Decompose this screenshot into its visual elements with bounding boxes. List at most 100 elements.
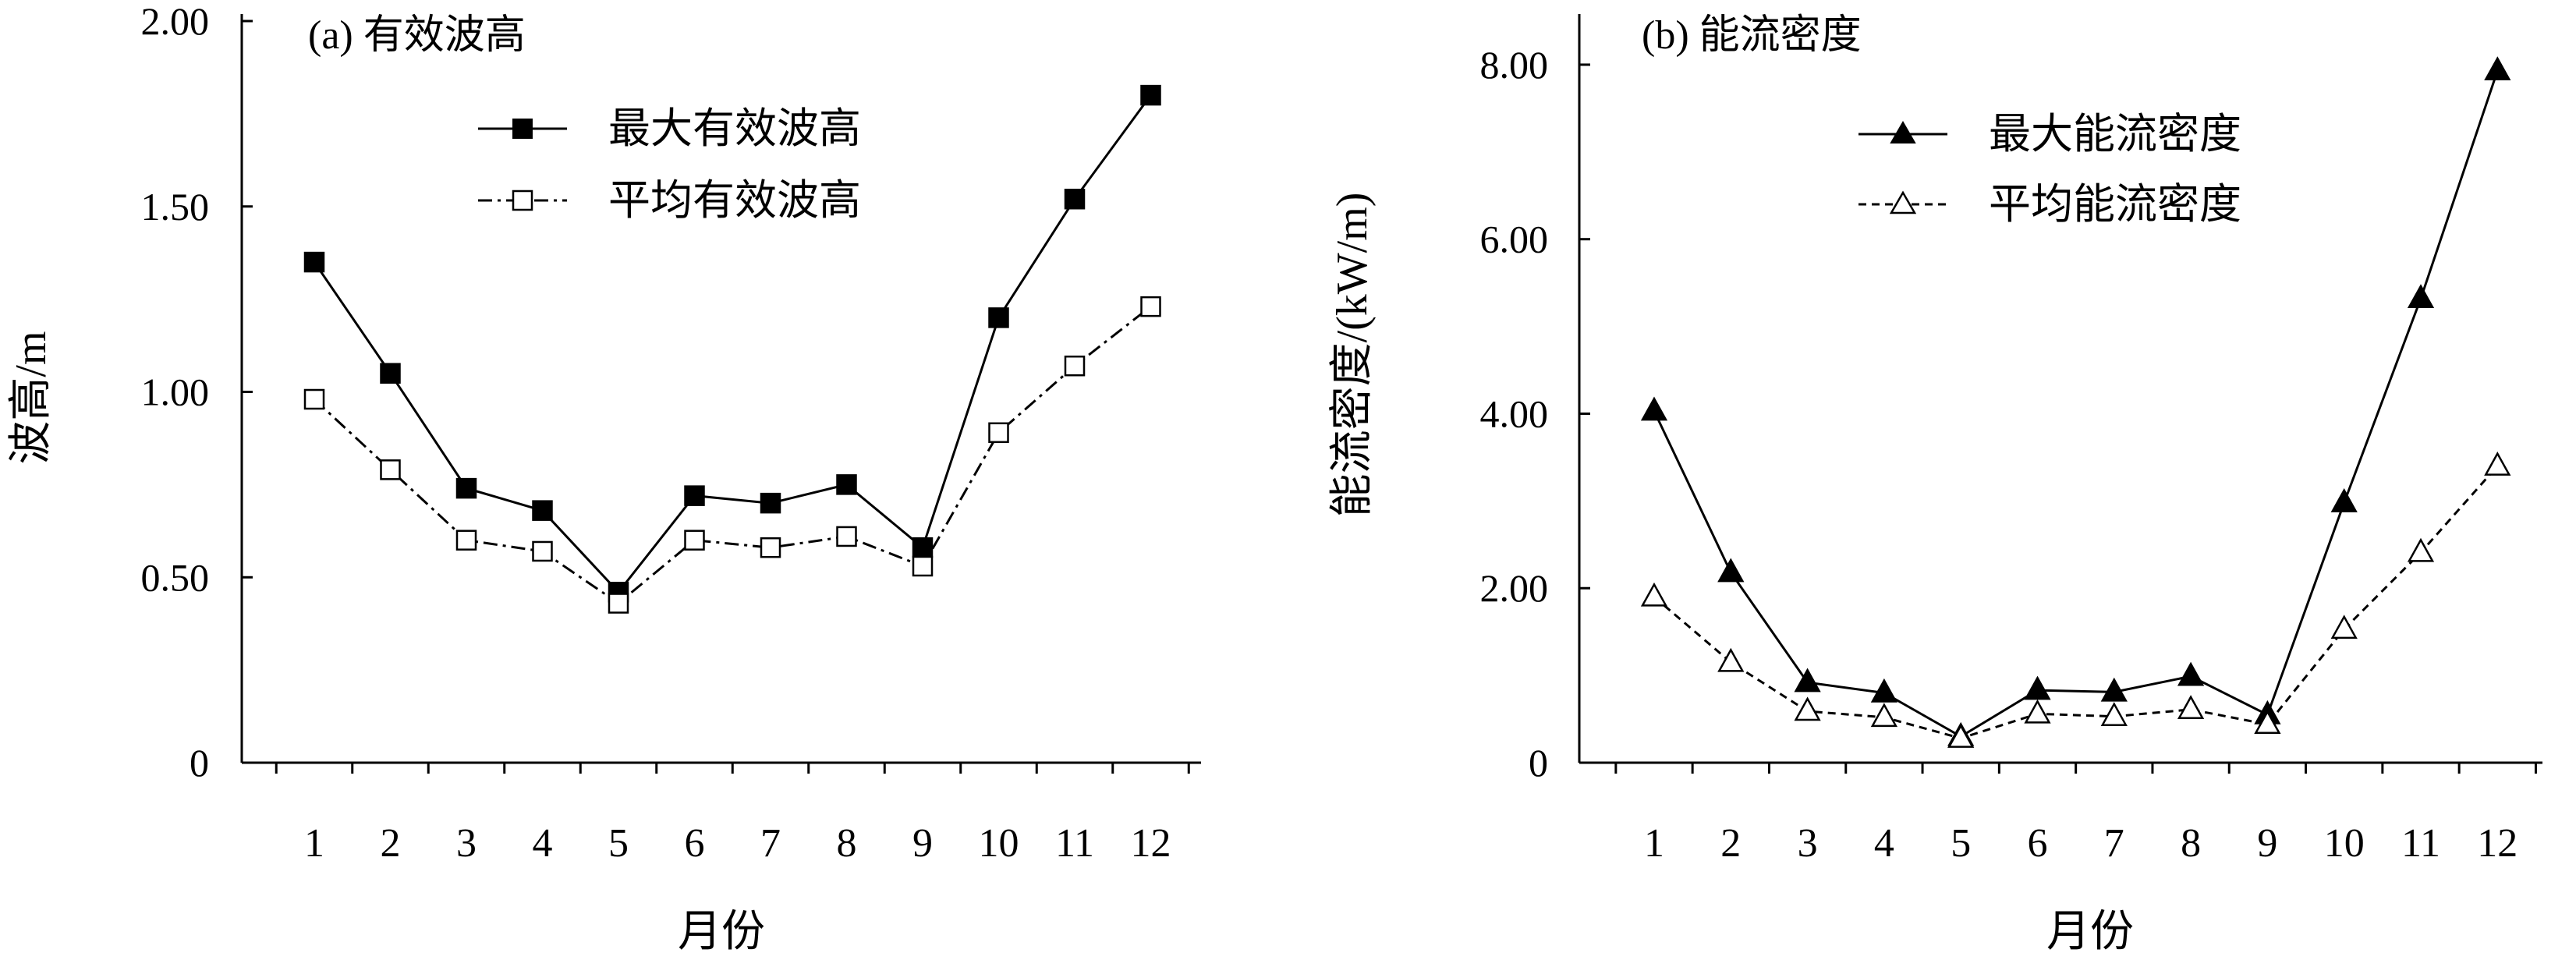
panel-a-y-tick-label: 0 bbox=[190, 741, 209, 785]
panel-b-x-tick-label: 8 bbox=[2181, 821, 2201, 866]
panel-b-point-avg-energy-flux bbox=[2177, 695, 2205, 720]
panel-b-series-line-avg-energy-flux bbox=[1653, 465, 2499, 740]
panel-a-point-avg-wave-height bbox=[684, 530, 705, 551]
panel-a-x-tick-label: 6 bbox=[685, 821, 705, 866]
panel-a-x-tick-label: 9 bbox=[912, 821, 933, 866]
legend-label-max-wave-height: 最大有效波高 bbox=[608, 105, 861, 152]
panel-a-point-max-wave-height bbox=[380, 363, 401, 384]
panel-a-title: (a) 有效波高 bbox=[308, 13, 526, 58]
panel-a-y-axis-label: 波高/m bbox=[7, 331, 55, 464]
panel-a-point-avg-wave-height bbox=[836, 526, 857, 547]
panel-a-x-tick-label: 1 bbox=[304, 821, 324, 866]
panel-a-point-avg-wave-height bbox=[1064, 355, 1086, 377]
panel-b-point-avg-energy-flux bbox=[2254, 710, 2281, 735]
panel-b-point-max-energy-flux bbox=[1640, 396, 1668, 421]
legend-marker-max-energy-flux bbox=[1890, 120, 1916, 143]
panel-a-point-max-wave-height bbox=[1140, 84, 1161, 106]
panel-a-x-tick-label: 11 bbox=[1055, 821, 1094, 866]
panel-a-x-tick-label: 8 bbox=[837, 821, 857, 866]
panel-a-point-max-wave-height bbox=[760, 492, 781, 514]
panel-a-point-max-wave-height bbox=[684, 485, 705, 506]
panel-a-point-avg-wave-height bbox=[1140, 296, 1161, 317]
panel-b-x-axis-label: 月份 bbox=[2046, 908, 2134, 956]
panel-a-point-avg-wave-height bbox=[608, 593, 629, 614]
panel-a-point-max-wave-height bbox=[303, 251, 325, 273]
panel-b-x-tick-label: 7 bbox=[2104, 821, 2124, 866]
panel-b-point-max-energy-flux bbox=[2024, 675, 2051, 700]
panel-b-point-max-energy-flux bbox=[1794, 668, 1821, 693]
panel-b-y-tick-label: 4.00 bbox=[1480, 391, 1549, 435]
panel-b-point-avg-energy-flux bbox=[1870, 703, 1898, 728]
panel-b-point-avg-energy-flux bbox=[1640, 582, 1668, 607]
panel-b-x-tick-label: 2 bbox=[1720, 821, 1741, 866]
panel-b-series-line-max-energy-flux bbox=[1653, 70, 2499, 739]
panel-a-point-avg-wave-height bbox=[760, 537, 781, 558]
panel-a-legend: 最大有效波高 平均有效波高 bbox=[478, 105, 861, 224]
panel-b-x-tick-label: 9 bbox=[2257, 821, 2277, 866]
legend-label-avg-energy-flux: 平均能流密度 bbox=[1989, 181, 2241, 228]
panel-b-y-tick-label: 8.00 bbox=[1480, 43, 1549, 87]
panel-b-point-avg-energy-flux bbox=[2024, 699, 2051, 724]
panel-b-x-tick-label: 1 bbox=[1644, 821, 1664, 866]
panel-b-x-tick-label: 4 bbox=[1874, 821, 1894, 866]
panel-a-y-tick-label: 0.50 bbox=[141, 555, 210, 599]
panel-b-y-axis-label: 能流密度/(kW/m) bbox=[1328, 193, 1377, 518]
panel-a-point-avg-wave-height bbox=[380, 459, 401, 480]
panel-b-x-tick-label: 5 bbox=[1951, 821, 1971, 866]
legend-marker-max-wave-height bbox=[512, 119, 533, 139]
panel-a-point-avg-wave-height bbox=[988, 422, 1009, 444]
panel-a-chart: (a) 有效波高 波高/m 月份 最大有效波高 平均有效波高 0 0.50 1.00… bbox=[7, 0, 1201, 956]
panel-b-chart: (b) 能流密度 能流密度/(kW/m) 月份 最大能流密度 平均能流密度 0 2… bbox=[1328, 13, 2542, 956]
panel-a-series-line-avg-wave-height bbox=[313, 305, 1152, 605]
panel-b-point-avg-energy-flux bbox=[2100, 702, 2128, 726]
panel-b-point-max-energy-flux bbox=[2177, 661, 2205, 686]
panel-b-y-tick-label: 2.00 bbox=[1480, 566, 1549, 610]
panel-b-point-avg-energy-flux bbox=[2407, 537, 2435, 562]
panel-a-y-tick-label: 2.00 bbox=[141, 0, 210, 43]
panel-b-point-max-energy-flux bbox=[2100, 677, 2128, 702]
legend-marker-avg-wave-height bbox=[512, 190, 533, 211]
panel-b-point-avg-energy-flux bbox=[1794, 696, 1821, 721]
panel-b-point-avg-energy-flux bbox=[2330, 615, 2358, 639]
panel-a-point-avg-wave-height bbox=[303, 388, 325, 410]
panel-b-legend: 最大能流密度 平均能流密度 bbox=[1858, 111, 2241, 228]
panel-b-x-tick-label: 11 bbox=[2401, 821, 2440, 866]
panel-b-x-tick-label: 3 bbox=[1798, 821, 1818, 866]
panel-a-x-tick-label: 3 bbox=[456, 821, 477, 866]
panel-b-point-max-energy-flux bbox=[2330, 488, 2358, 512]
panel-b-point-max-energy-flux bbox=[2484, 56, 2511, 81]
panel-b-title: (b) 能流密度 bbox=[1642, 13, 1862, 58]
panel-a-x-tick-label: 12 bbox=[1131, 821, 1171, 866]
panel-b-x-tick-label: 6 bbox=[2028, 821, 2048, 866]
panel-a-x-tick-label: 4 bbox=[533, 821, 553, 866]
panel-a-point-max-wave-height bbox=[1064, 188, 1086, 210]
panel-a-x-axis-label: 月份 bbox=[678, 908, 765, 956]
panel-a-point-max-wave-height bbox=[988, 307, 1009, 328]
panel-b-y-tick-label: 6.00 bbox=[1480, 218, 1549, 261]
panel-b-point-max-energy-flux bbox=[2407, 284, 2435, 309]
panel-b-y-tick-label: 0 bbox=[1529, 741, 1548, 785]
panel-a-x-tick-label: 5 bbox=[608, 821, 629, 866]
panel-b-point-max-energy-flux bbox=[1870, 678, 1898, 703]
panel-b-x-tick-label: 10 bbox=[2324, 821, 2365, 866]
panel-b-point-avg-energy-flux bbox=[1947, 724, 1975, 748]
legend-label-max-energy-flux: 最大能流密度 bbox=[1989, 111, 2241, 158]
panel-b-point-avg-energy-flux bbox=[1717, 647, 1745, 672]
panel-a-point-avg-wave-height bbox=[455, 530, 477, 551]
panel-a-x-tick-label: 7 bbox=[760, 821, 781, 866]
panel-a-series-line-max-wave-height bbox=[313, 94, 1152, 594]
panel-b-x-tick-label: 12 bbox=[2477, 821, 2518, 866]
panel-a-x-tick-label: 2 bbox=[381, 821, 401, 866]
legend-label-avg-wave-height: 平均有效波高 bbox=[608, 177, 861, 224]
panel-b-point-avg-energy-flux bbox=[2484, 452, 2511, 476]
panel-a-point-avg-wave-height bbox=[912, 555, 934, 577]
panel-a-y-tick-label: 1.50 bbox=[141, 185, 210, 228]
panel-a-point-max-wave-height bbox=[455, 477, 477, 499]
panel-a-point-max-wave-height bbox=[836, 474, 857, 495]
panel-a-point-max-wave-height bbox=[532, 500, 553, 521]
panel-a-y-tick-label: 1.00 bbox=[141, 370, 210, 414]
panel-a-point-avg-wave-height bbox=[532, 540, 553, 562]
panel-b-point-max-energy-flux bbox=[1717, 558, 1745, 583]
panel-a-x-tick-label: 10 bbox=[979, 821, 1019, 866]
